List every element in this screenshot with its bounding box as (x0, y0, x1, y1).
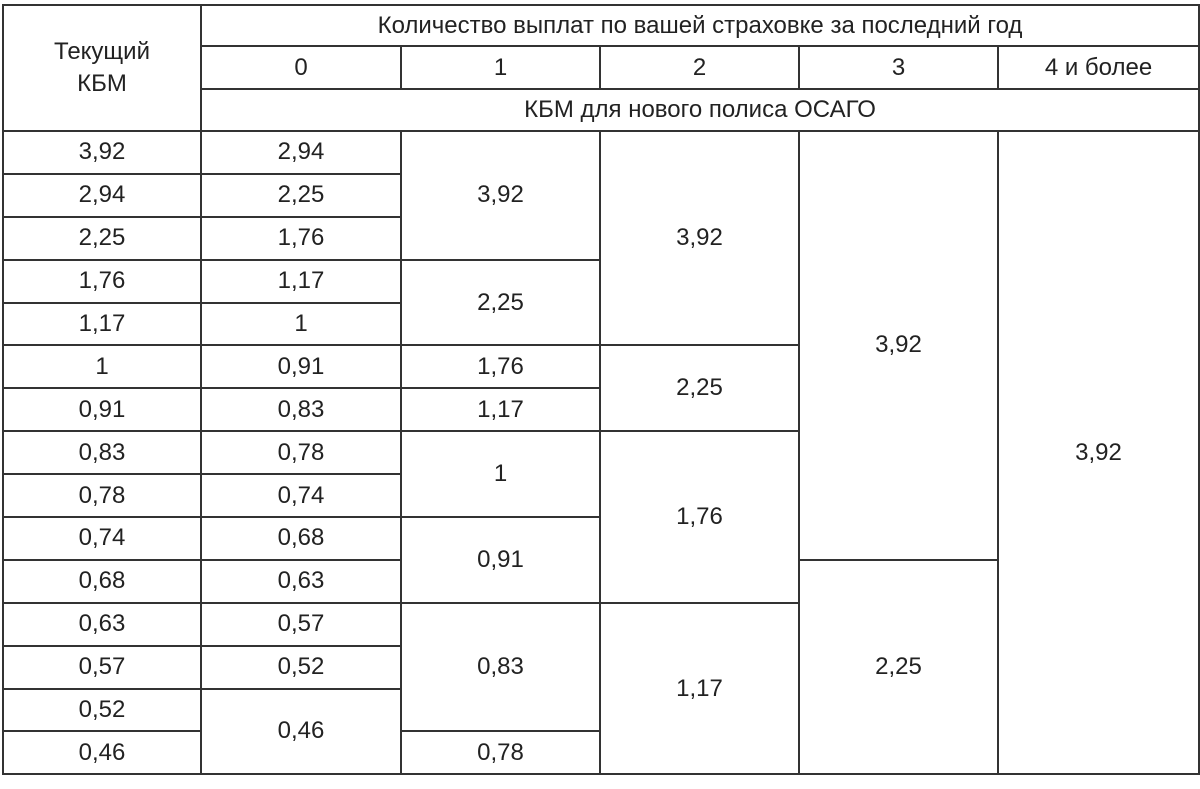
column-header: 2 (599, 45, 800, 90)
group-header: Количество выплат по вашей страховке за … (199, 4, 1200, 47)
current-kbm: 0,68 (2, 558, 202, 604)
new-kbm: 0,78 (200, 430, 402, 476)
new-kbm: 0,46 (200, 687, 402, 776)
new-kbm: 1,17 (400, 387, 601, 433)
header-row: КБМ для нового полиса ОСАГО (3, 88, 1200, 132)
current-kbm: 1,76 (2, 258, 202, 304)
table-row: 1,76 1,17 2,25 (2, 258, 1199, 347)
table-row: 0,57 0,52 (2, 644, 1199, 690)
table-row: 0,78 0,74 (2, 473, 1199, 519)
new-kbm: 2,25 (599, 344, 800, 433)
new-kbm: 2,25 (400, 258, 601, 347)
table-row: 0,68 0,63 2,25 (2, 558, 1199, 776)
new-kbm: 1,76 (200, 215, 402, 261)
new-kbm: 1,17 (599, 601, 800, 776)
new-kbm: 1,76 (599, 430, 800, 604)
column-header: 0 (200, 45, 402, 90)
table-row: 1 0,91 1,76 2,25 (2, 344, 1199, 433)
table-row: 1,17 1 (2, 301, 1199, 347)
current-kbm: 0,52 (2, 687, 202, 733)
corner-header: Текущий КБМ (2, 4, 202, 132)
table-row: 0,74 0,68 0,91 (2, 516, 1199, 604)
table-row: 0,91 0,83 1,17 (2, 387, 1199, 433)
new-kbm: 3,92 (400, 130, 601, 261)
current-kbm: 3,92 (2, 130, 202, 175)
column-header: 1 (400, 45, 601, 90)
new-kbm: 0,74 (200, 473, 402, 519)
table-row: 2,25 1,76 (2, 215, 1199, 261)
new-kbm: 0,68 (200, 516, 402, 561)
new-kbm: 2,25 (200, 172, 402, 218)
new-kbm: 0,57 (200, 601, 402, 647)
header-row: Текущий КБМ Количество выплат по вашей с… (2, 4, 1200, 132)
current-kbm: 0,46 (2, 730, 202, 776)
new-kbm: 1,17 (200, 258, 402, 304)
new-kbm: 3,92 (798, 130, 999, 561)
new-kbm: 0,63 (200, 558, 402, 604)
current-kbm: 0,57 (2, 644, 202, 690)
new-kbm: 2,25 (798, 558, 999, 776)
new-kbm: 0,91 (200, 344, 402, 390)
new-kbm: 1 (400, 430, 601, 519)
new-kbm: 0,83 (200, 387, 402, 433)
new-kbm: 2,94 (200, 130, 402, 175)
new-kbm: 0,52 (200, 644, 402, 690)
new-kbm: 0,83 (400, 601, 601, 733)
subheader: КБМ для нового полиса ОСАГО (199, 88, 1200, 132)
new-kbm: 0,91 (400, 516, 601, 604)
current-kbm: 0,91 (2, 387, 202, 433)
current-kbm: 0,78 (2, 473, 202, 519)
new-kbm: 1 (200, 301, 402, 347)
table-row: 3,92 2,94 3,92 3,92 3,92 3,92 (2, 129, 1200, 776)
table-row: 0,63 0,57 0,83 1,17 (2, 601, 1199, 776)
table-row: 0,83 0,78 1 1,76 (2, 430, 1199, 604)
kbm-table: Текущий КБМ Количество выплат по вашей с… (2, 4, 1200, 776)
current-kbm: 2,94 (2, 172, 202, 218)
current-kbm: 0,74 (2, 516, 202, 561)
table-row: 0,46 0,78 (2, 730, 1199, 776)
table-row: 0,52 0,46 (2, 687, 1199, 776)
current-kbm: 0,83 (2, 430, 202, 476)
new-kbm: 3,92 (996, 129, 1200, 776)
new-kbm: 3,92 (599, 129, 800, 347)
table-row: 2,94 2,25 (2, 172, 1199, 218)
new-kbm: 0,78 (400, 730, 601, 776)
column-header: 4 и более (996, 45, 1200, 90)
column-header: 3 (798, 45, 999, 90)
new-kbm: 1,76 (400, 344, 601, 390)
current-kbm: 1 (2, 344, 202, 390)
current-kbm: 2,25 (2, 215, 202, 261)
table-body: 3,92 2,94 3,92 3,92 3,92 3,92 2,94 2,25 2,25 1,76… (2, 129, 1200, 776)
current-kbm: 0,63 (2, 601, 202, 647)
current-kbm: 1,17 (2, 301, 202, 347)
